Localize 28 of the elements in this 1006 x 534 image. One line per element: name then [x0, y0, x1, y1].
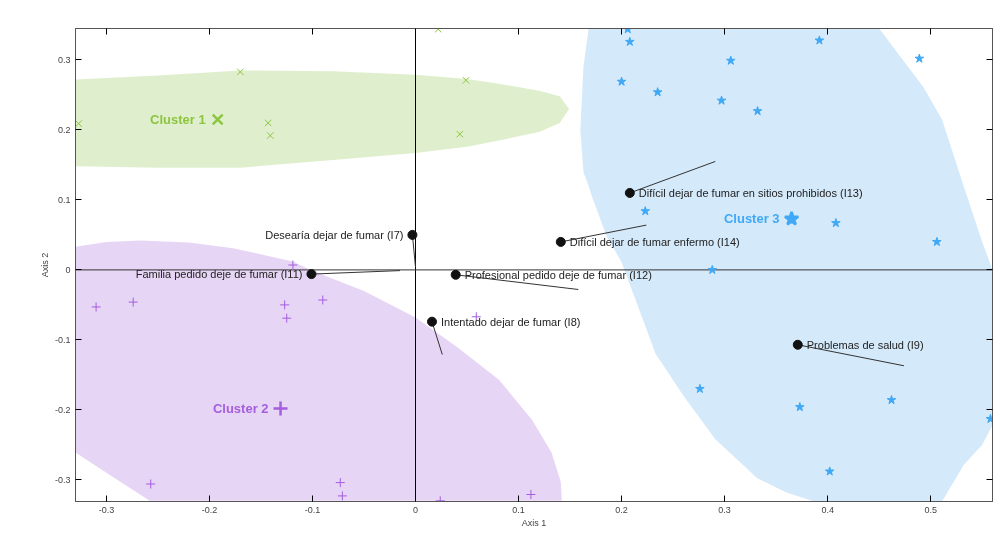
annotation: Difícil dejar de fumar en sitios prohibidos (I13)	[638, 186, 863, 199]
annotation: Desearía dejar de fumar (I7)	[265, 228, 404, 241]
y-tick-label: 0.2	[57, 124, 71, 135]
x-tick-label: 0.4	[821, 504, 834, 515]
x-tick-label: -0.2	[201, 504, 218, 515]
y-tick-label: -0.2	[54, 404, 71, 415]
x-tick-label: -0.1	[304, 504, 321, 515]
series-label: Cluster 3	[723, 211, 780, 227]
y-tick-label: 0	[65, 264, 71, 275]
y-tick-label: -0.1	[54, 334, 71, 345]
annotation: Problemas de salud (I9)	[806, 338, 924, 351]
y-tick-label: -0.3	[54, 474, 71, 485]
x-tick-label: -0.3	[98, 504, 115, 515]
annotation: Intentado dejar de fumar (I8)	[441, 315, 581, 328]
y-axis-title: Axis 2	[39, 252, 50, 278]
annotation: Difícil dejar de fumar enfermo (I14)	[569, 235, 740, 248]
x-tick-label: 0.1	[512, 504, 525, 515]
annotation: Profesional pedido deje de fumar (I12)	[464, 268, 652, 281]
x-tick-label: 0.2	[615, 504, 628, 515]
x-tick-label: 0.3	[718, 504, 731, 515]
x-tick-label: 0.5	[924, 504, 937, 515]
annotation: Familia pedido deje de fumar (I11)	[135, 268, 303, 281]
series-label: Cluster 2	[212, 400, 269, 416]
y-tick-label: 0.1	[57, 194, 71, 205]
x-axis-title: Axis 1	[521, 517, 547, 528]
series-label: Cluster 1	[150, 111, 206, 127]
y-tick-label: 0.3	[57, 54, 71, 65]
x-tick-label: 0	[413, 504, 419, 515]
